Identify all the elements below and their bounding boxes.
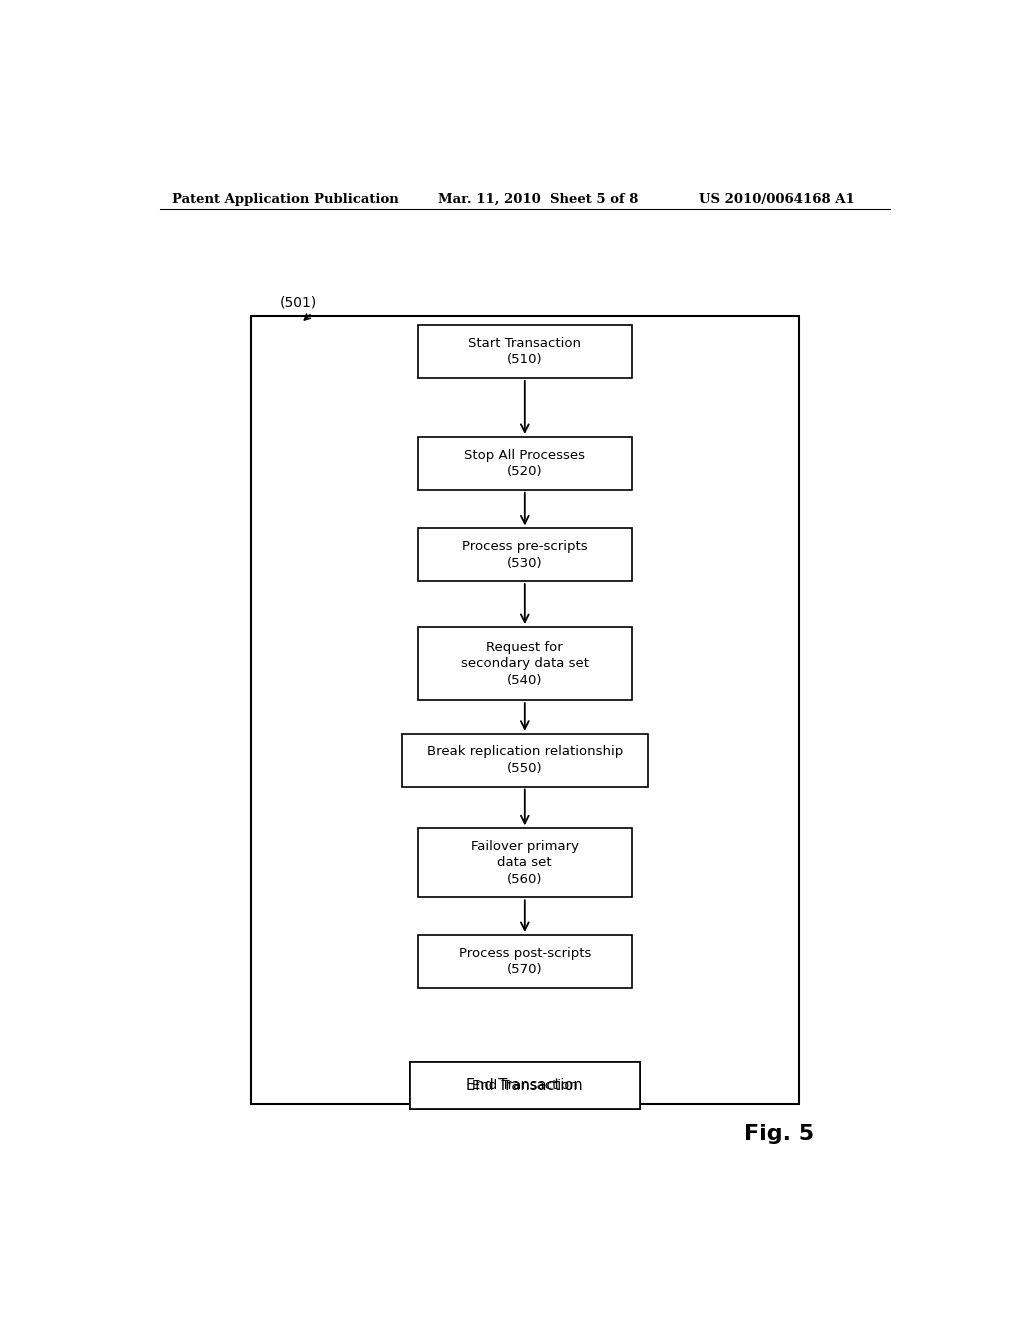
Text: Mar. 11, 2010  Sheet 5 of 8: Mar. 11, 2010 Sheet 5 of 8 bbox=[437, 193, 638, 206]
Bar bbox=[410, 1063, 640, 1109]
Text: Fig. 5: Fig. 5 bbox=[743, 1125, 814, 1144]
Text: Failover primary
data set
(560): Failover primary data set (560) bbox=[471, 840, 579, 886]
Bar bbox=[251, 315, 799, 1104]
Bar bbox=[401, 734, 648, 787]
Bar bbox=[418, 828, 632, 898]
Text: (501): (501) bbox=[280, 296, 317, 310]
Text: Start Transaction
(510): Start Transaction (510) bbox=[468, 337, 582, 366]
Bar bbox=[418, 935, 632, 987]
Bar bbox=[418, 325, 632, 378]
Text: End Transaction: End Transaction bbox=[467, 1078, 583, 1093]
Text: Request for
secondary data set
(540): Request for secondary data set (540) bbox=[461, 640, 589, 686]
Text: End Transaction: End Transaction bbox=[472, 1078, 578, 1092]
Text: Break replication relationship
(550): Break replication relationship (550) bbox=[427, 746, 623, 775]
Text: Patent Application Publication: Patent Application Publication bbox=[172, 193, 398, 206]
Bar bbox=[418, 437, 632, 490]
Text: Process post-scripts
(570): Process post-scripts (570) bbox=[459, 946, 591, 975]
Text: Stop All Processes
(520): Stop All Processes (520) bbox=[464, 449, 586, 478]
Text: Process pre-scripts
(530): Process pre-scripts (530) bbox=[462, 540, 588, 569]
Bar bbox=[418, 528, 632, 581]
Bar bbox=[418, 627, 632, 700]
Text: US 2010/0064168 A1: US 2010/0064168 A1 bbox=[699, 193, 855, 206]
Bar bbox=[410, 1063, 640, 1109]
